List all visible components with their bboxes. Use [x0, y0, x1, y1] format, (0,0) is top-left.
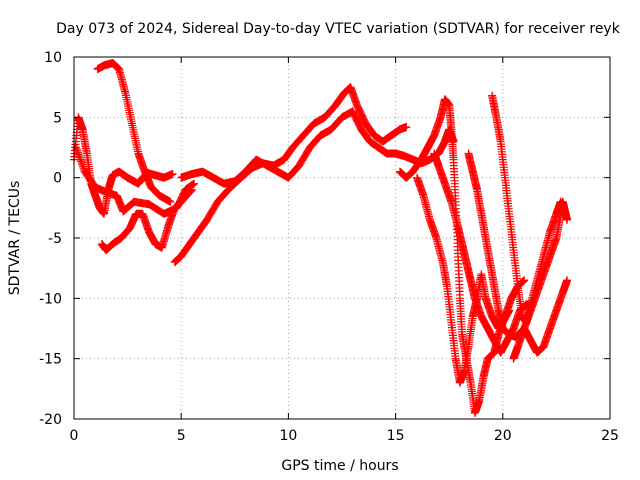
data-point [77, 157, 85, 166]
x-tick-label: 15 [387, 428, 405, 444]
data-point [72, 143, 81, 152]
series-trace-b [93, 59, 175, 206]
series-trace-a [70, 113, 177, 218]
x-tick-label: 10 [279, 428, 297, 444]
y-tick-label: 0 [53, 171, 62, 187]
x-tick-label: 5 [177, 428, 186, 444]
series-trace-k [488, 91, 569, 327]
y-axis-title: SDTVAR / TECUs [7, 181, 23, 296]
x-tick-label: 20 [494, 428, 512, 444]
data-point [505, 306, 514, 315]
data-point [520, 276, 529, 285]
data-point [75, 152, 84, 161]
x-axis-title: GPS time / hours [281, 458, 398, 474]
chart-title: Day 073 of 2024, Sidereal Day-to-day VTE… [56, 21, 621, 37]
plot-frame [73, 56, 611, 420]
series-trace-h [413, 173, 514, 387]
data-point [563, 276, 572, 285]
x-tick-label: 25 [601, 428, 619, 444]
series-trace-d [72, 143, 199, 218]
data-point [77, 159, 86, 167]
series-trace-l [509, 197, 572, 363]
data-point [402, 123, 411, 131]
x-tick-label: 0 [70, 428, 79, 444]
y-tick-label: -15 [39, 352, 62, 368]
y-tick-label: -10 [39, 291, 62, 307]
y-tick-label: -20 [39, 412, 62, 428]
series-trace-i [430, 149, 537, 357]
data-point [190, 179, 199, 188]
data-point [563, 215, 572, 224]
data-point [168, 170, 177, 178]
data-point [166, 197, 175, 206]
y-tick-label: 10 [44, 50, 62, 66]
data-points [70, 59, 572, 417]
y-tick-label: -5 [48, 231, 62, 247]
y-tick-label: 5 [53, 110, 62, 126]
axes: 0 5 10 15 20 25 -20 -15 -10 -5 0 5 10 [39, 50, 619, 444]
